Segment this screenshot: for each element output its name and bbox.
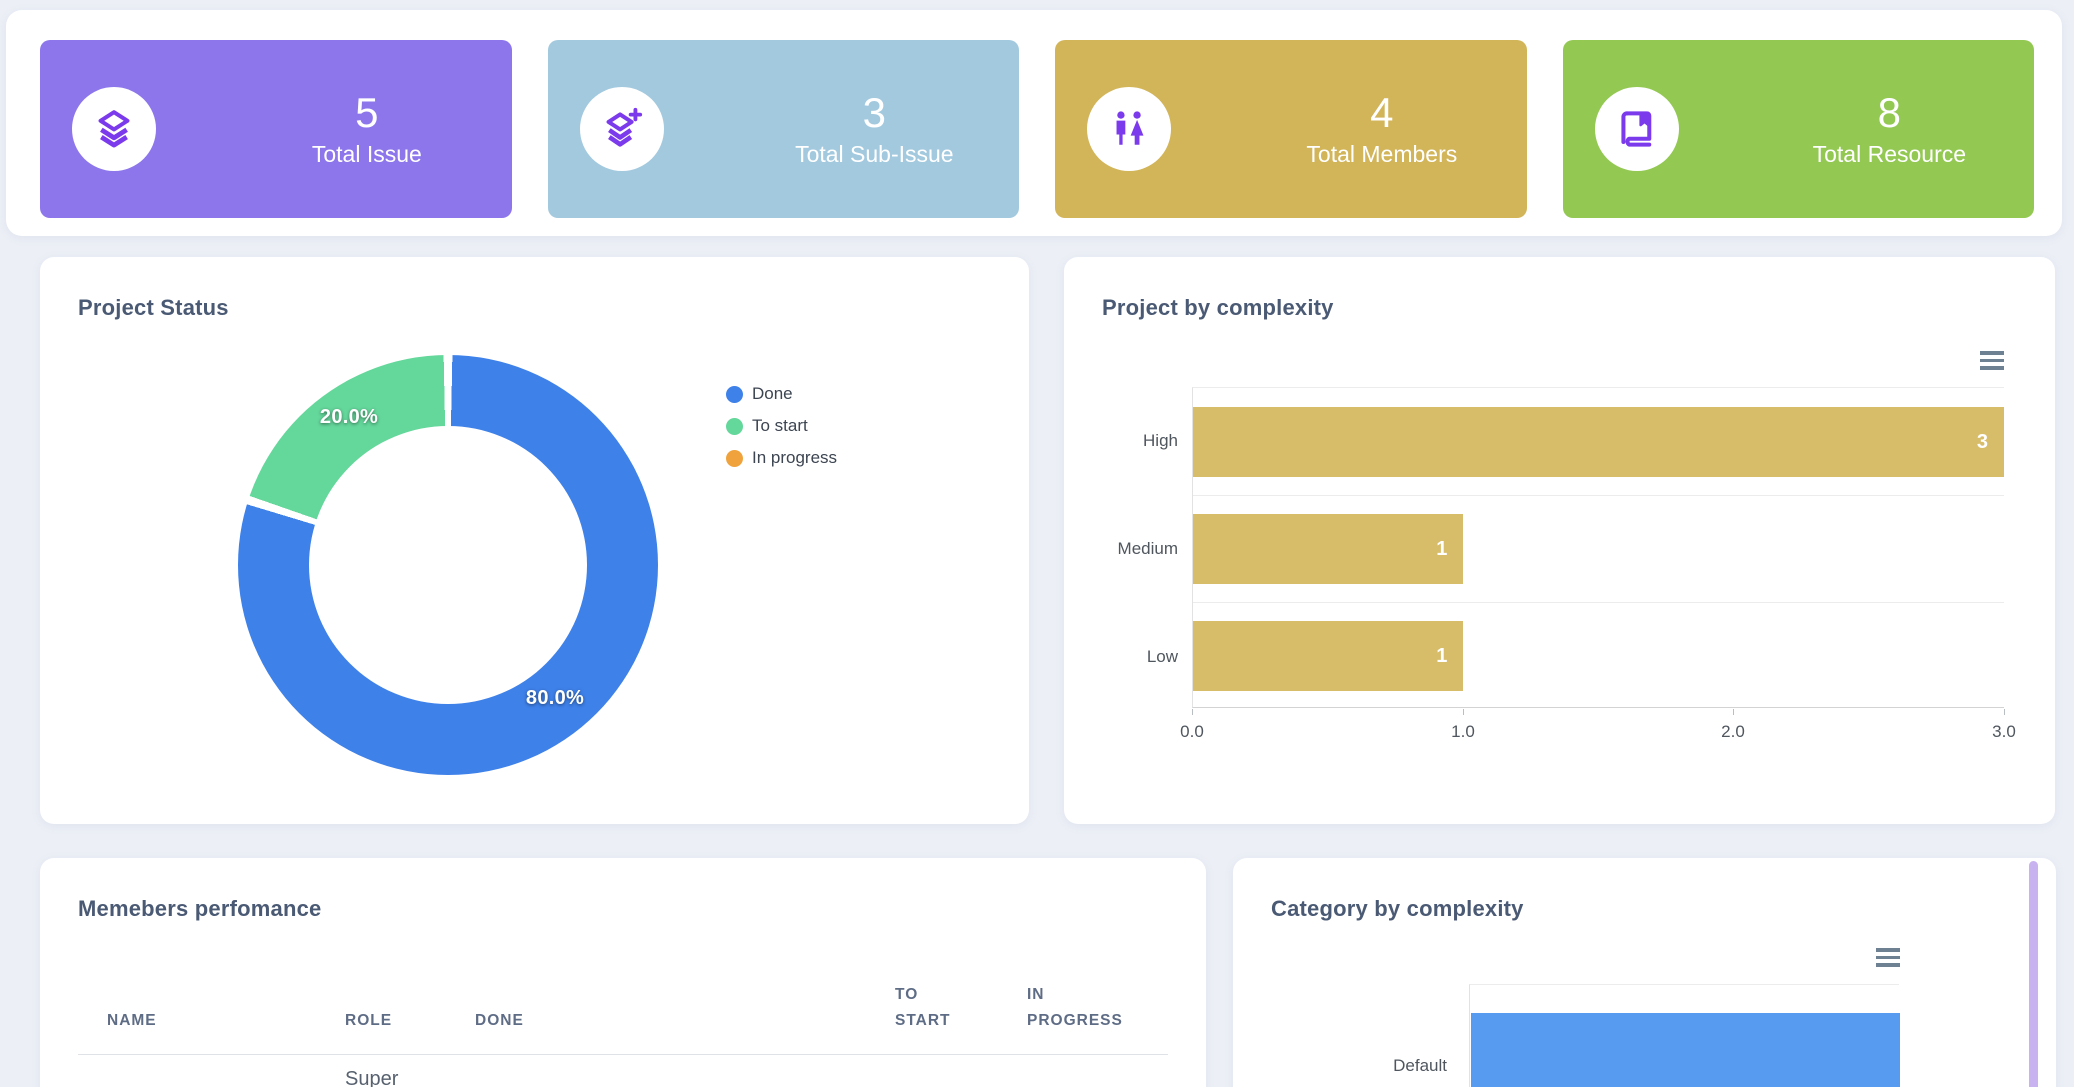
donut-slice-label-to-start: 20.0% bbox=[319, 406, 379, 428]
stat-value: 8 bbox=[1877, 89, 1902, 136]
column-header-role: ROLE bbox=[345, 1012, 393, 1029]
x-axis-tick-label: 0.0 bbox=[1180, 722, 1204, 741]
stat-value: 3 bbox=[862, 89, 887, 136]
table-row-role-cell: Super bbox=[345, 1068, 399, 1087]
project-status-card: Project Status 20.0% 80.0% Done To start… bbox=[40, 257, 1029, 824]
book-icon bbox=[1615, 107, 1659, 151]
bar-low: 1 bbox=[1193, 621, 1464, 691]
category-by-complexity-title: Category by complexity bbox=[1271, 896, 1524, 921]
members-performance-card: Memebers perfomance NAME ROLE DONE TO ST… bbox=[40, 858, 1206, 1087]
row-separator bbox=[1193, 602, 2004, 603]
legend-dot-in-progress bbox=[726, 449, 743, 467]
stats-container: 5 Total Issue 3 Total Sub-Issue bbox=[6, 10, 2062, 236]
bar-category-label-low: Low bbox=[1146, 647, 1178, 666]
x-axis-tick bbox=[2004, 709, 2005, 715]
stat-value: 5 bbox=[355, 89, 379, 136]
bar-category-label-high: High bbox=[1143, 431, 1178, 450]
donut-legend: Done To start In progress bbox=[726, 378, 837, 474]
project-status-donut bbox=[238, 355, 658, 775]
people-icon bbox=[1107, 107, 1151, 151]
stat-value: 4 bbox=[1370, 89, 1394, 136]
legend-item-in-progress[interactable]: In progress bbox=[726, 442, 837, 474]
bar-chart-plot-area: 3 1 1 bbox=[1192, 387, 2004, 708]
x-axis-tick bbox=[1192, 709, 1193, 715]
members-performance-title: Memebers perfomance bbox=[78, 896, 322, 921]
stat-card-total-members: 4 Total Members bbox=[1055, 40, 1527, 218]
stat-icon-circle bbox=[72, 87, 156, 171]
category-chart-plot-area bbox=[1469, 984, 1900, 1087]
bar-category-label-medium: Medium bbox=[1117, 539, 1178, 558]
stat-label: Total Issue bbox=[311, 141, 422, 167]
bar-category-label-default: Default bbox=[1393, 1056, 1447, 1075]
x-axis-tick-label: 3.0 bbox=[1992, 722, 2016, 741]
bar-medium: 1 bbox=[1193, 514, 1464, 584]
bar-high: 3 bbox=[1193, 407, 2004, 477]
project-by-complexity-title: Project by complexity bbox=[1102, 295, 1334, 320]
column-header-in-progress: IN PROGRESS bbox=[1027, 986, 1123, 1029]
category-by-complexity-card: Category by complexity Default bbox=[1233, 858, 2056, 1087]
project-status-title: Project Status bbox=[78, 295, 229, 320]
stat-icon-circle bbox=[1594, 87, 1679, 171]
column-header-done: DONE bbox=[475, 1012, 524, 1029]
bar-value-label: 1 bbox=[1436, 644, 1448, 667]
legend-dot-to-start bbox=[726, 417, 743, 435]
stat-card-total-sub-issue: 3 Total Sub-Issue bbox=[547, 40, 1019, 218]
vertical-scrollbar-thumb[interactable] bbox=[2029, 861, 2038, 1087]
chart-menu-icon[interactable] bbox=[1980, 351, 2004, 370]
layers-icon bbox=[91, 106, 137, 152]
stat-card-total-resource: 8 Total Resource bbox=[1562, 40, 2034, 218]
legend-item-to-start[interactable]: To start bbox=[726, 410, 837, 442]
chart-menu-icon[interactable] bbox=[1876, 948, 1900, 967]
stats-grid: 5 Total Issue 3 Total Sub-Issue bbox=[40, 40, 2034, 218]
donut-slice-label-done: 80.0% bbox=[525, 687, 585, 709]
category-bar-default bbox=[1471, 1013, 1900, 1087]
legend-dot-done bbox=[726, 385, 743, 403]
bar-value-label: 3 bbox=[1976, 430, 1988, 453]
legend-item-done[interactable]: Done bbox=[726, 378, 837, 410]
layers-plus-icon bbox=[599, 106, 645, 152]
x-axis-tick-label: 2.0 bbox=[1721, 722, 1745, 741]
stat-icon-circle bbox=[579, 87, 664, 171]
column-header-name: NAME bbox=[107, 1012, 157, 1029]
legend-label: Done bbox=[752, 384, 793, 403]
table-header-row: NAME ROLE DONE TO START IN PROGRESS bbox=[40, 858, 1206, 1054]
x-axis-tick-label: 1.0 bbox=[1451, 722, 1475, 741]
column-header-to-start: TO START bbox=[895, 986, 951, 1029]
stat-label: Total Sub-Issue bbox=[795, 141, 954, 167]
x-axis-tick bbox=[1463, 709, 1464, 715]
x-axis-tick bbox=[1733, 709, 1734, 715]
legend-label: To start bbox=[752, 416, 808, 435]
row-separator bbox=[1193, 495, 2004, 496]
stat-label: Total Resource bbox=[1812, 141, 1967, 167]
table-header-divider bbox=[78, 1054, 1168, 1055]
stat-icon-circle bbox=[1087, 87, 1171, 171]
legend-label: In progress bbox=[752, 448, 838, 467]
project-by-complexity-card: Project by complexity High Medium Low 3 … bbox=[1064, 257, 2055, 824]
stat-label: Total Members bbox=[1306, 141, 1458, 167]
bar-value-label: 1 bbox=[1436, 537, 1448, 560]
stat-card-total-issue: 5 Total Issue bbox=[40, 40, 512, 218]
